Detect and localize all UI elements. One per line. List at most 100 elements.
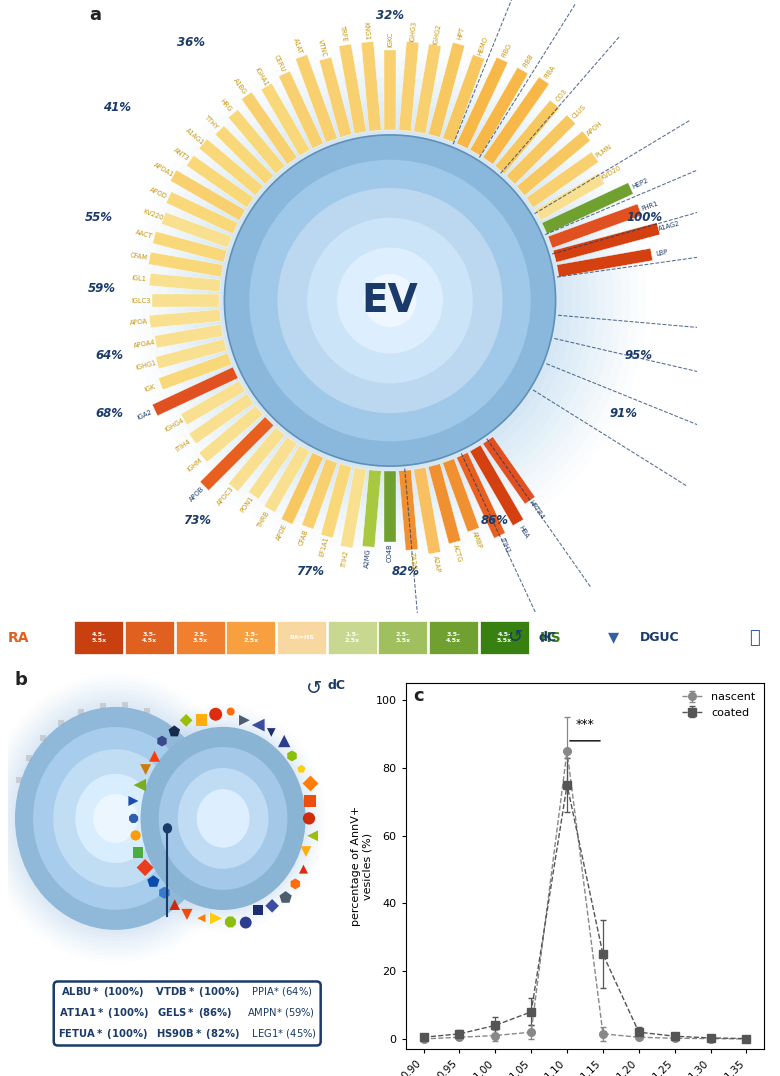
Text: VTNC: VTNC — [317, 39, 328, 58]
Text: IGA2: IGA2 — [136, 409, 154, 421]
Polygon shape — [470, 68, 528, 156]
FancyBboxPatch shape — [226, 621, 275, 654]
Text: DGUC: DGUC — [640, 631, 679, 645]
FancyBboxPatch shape — [74, 621, 123, 654]
Text: 82%: 82% — [392, 565, 420, 578]
Polygon shape — [319, 57, 352, 138]
Circle shape — [307, 217, 473, 383]
Polygon shape — [296, 55, 338, 142]
Text: HPTR4: HPTR4 — [527, 499, 545, 520]
Point — [251, 902, 264, 919]
Polygon shape — [161, 212, 232, 247]
FancyBboxPatch shape — [277, 621, 326, 654]
Polygon shape — [149, 273, 221, 292]
Point — [141, 702, 154, 719]
Point — [304, 793, 317, 810]
Circle shape — [132, 717, 314, 920]
Text: APOH: APOH — [586, 121, 604, 137]
Text: 32%: 32% — [376, 9, 404, 22]
Text: ⧈: ⧈ — [749, 628, 760, 647]
Text: 55%: 55% — [85, 211, 112, 224]
Circle shape — [53, 749, 178, 888]
Text: IGKC: IGKC — [387, 31, 393, 47]
Point — [129, 826, 142, 844]
FancyBboxPatch shape — [378, 621, 427, 654]
Point — [97, 697, 109, 714]
Text: ▾: ▾ — [608, 627, 619, 648]
Polygon shape — [200, 416, 274, 491]
Polygon shape — [189, 394, 254, 443]
Text: 1.5-
2.5x: 1.5- 2.5x — [243, 632, 258, 643]
Text: CERU: CERU — [273, 54, 286, 73]
Point — [133, 777, 146, 794]
Text: HPT: HPT — [457, 26, 466, 41]
Point — [168, 896, 181, 914]
Polygon shape — [495, 100, 559, 174]
Text: HS: HS — [540, 631, 562, 645]
Point — [168, 723, 180, 740]
Text: RA≈HS: RA≈HS — [289, 635, 314, 640]
Text: IGHA1: IGHA1 — [254, 67, 268, 87]
Text: A2MG: A2MG — [363, 548, 371, 568]
Circle shape — [33, 727, 198, 910]
Circle shape — [216, 127, 564, 475]
Polygon shape — [181, 381, 246, 425]
Point — [75, 703, 87, 720]
Polygon shape — [149, 309, 221, 328]
Text: THRB: THRB — [257, 509, 271, 528]
Text: APOA: APOA — [129, 318, 148, 326]
Point — [295, 761, 307, 778]
Text: LBP: LBP — [656, 249, 669, 256]
Circle shape — [191, 102, 589, 499]
Circle shape — [0, 689, 232, 948]
Circle shape — [140, 727, 306, 910]
Polygon shape — [152, 367, 238, 415]
Point — [181, 906, 193, 923]
Circle shape — [207, 118, 573, 483]
Text: IGHG3: IGHG3 — [410, 20, 417, 42]
Point — [180, 711, 193, 728]
Text: TRFE: TRFE — [339, 26, 347, 43]
Text: EV: EV — [362, 282, 418, 320]
Polygon shape — [456, 453, 505, 538]
Point — [156, 733, 168, 750]
Polygon shape — [483, 437, 535, 504]
Polygon shape — [229, 110, 285, 174]
Polygon shape — [148, 252, 223, 277]
Polygon shape — [282, 453, 324, 524]
Text: $\bf{ALBU*\ (100\%)}$    $\bf{VTDB*\ (100\%)}$    PPIA* (64%)
$\bf{AT1A1*\ (100\: $\bf{ALBU*\ (100\%)}$ $\bf{VTDB*\ (100\%… — [58, 986, 317, 1042]
Text: IGHG1: IGHG1 — [136, 360, 158, 371]
Circle shape — [129, 713, 317, 923]
Polygon shape — [249, 437, 297, 499]
Legend: nascent, coated: nascent, coated — [679, 689, 759, 721]
Polygon shape — [278, 71, 324, 148]
Text: ITIH1: ITIH1 — [498, 537, 511, 554]
Point — [196, 711, 208, 728]
FancyBboxPatch shape — [125, 621, 174, 654]
Text: KNG1: KNG1 — [363, 22, 370, 41]
Text: A2AP: A2AP — [432, 555, 441, 572]
Point — [210, 706, 222, 723]
Text: IGK: IGK — [144, 383, 157, 393]
Text: AMBP: AMBP — [471, 530, 484, 550]
Point — [307, 827, 319, 845]
Polygon shape — [363, 470, 381, 548]
Point — [158, 884, 171, 902]
Text: APOC3: APOC3 — [217, 485, 236, 507]
Polygon shape — [170, 170, 246, 221]
Polygon shape — [557, 249, 653, 277]
Text: TTHY: TTHY — [204, 114, 220, 130]
Text: ↺: ↺ — [507, 627, 522, 646]
Text: 95%: 95% — [625, 350, 652, 363]
Polygon shape — [264, 445, 310, 512]
Text: APOD: APOD — [149, 186, 168, 199]
Text: 86%: 86% — [480, 513, 509, 526]
Text: c: c — [413, 686, 424, 705]
Text: APOE: APOE — [275, 522, 289, 541]
Text: APOA1: APOA1 — [153, 161, 175, 178]
Circle shape — [163, 823, 172, 834]
Circle shape — [15, 707, 216, 930]
Text: EF1A1: EF1A1 — [318, 536, 329, 557]
Point — [304, 775, 317, 792]
Polygon shape — [413, 44, 441, 133]
